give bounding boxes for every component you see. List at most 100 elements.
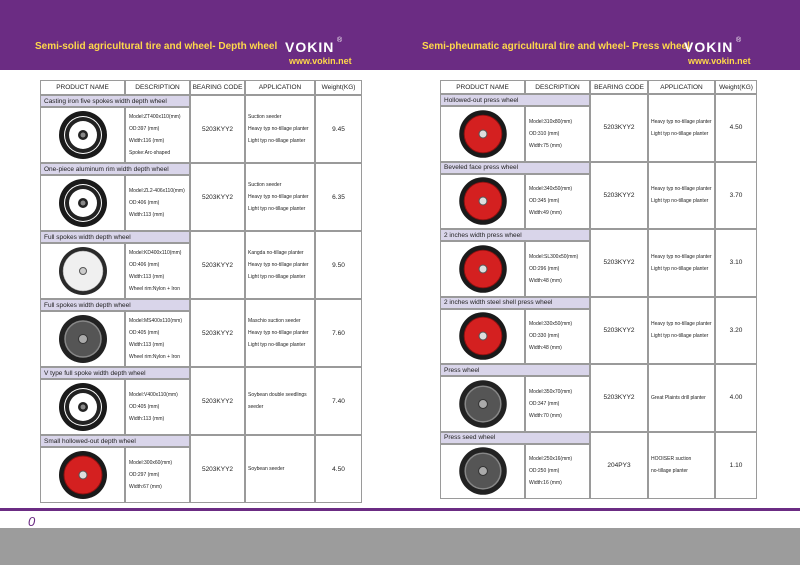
weight: 9.45: [315, 95, 362, 163]
description-line: Model:ZL2-406x110(mm): [129, 188, 185, 194]
image-cell: [440, 241, 525, 297]
section-title: 2 inches width steel shell press wheel: [440, 296, 590, 309]
wheel-image: [458, 379, 507, 428]
right-website: www.vokin.net: [688, 56, 751, 66]
application-line: Light typ no-tillage planter: [651, 198, 709, 205]
bearing-code: 5203KYY2: [590, 161, 648, 229]
application-line: Heavy typ no-tillage planter: [248, 126, 309, 132]
application-line: Light typ no-tillage planter: [248, 274, 306, 280]
description-cell: Model:V400x110(mm) OD:405 (mm) Width:113 (…: [125, 379, 190, 435]
image-cell: [440, 173, 525, 229]
image-cell: [40, 447, 125, 503]
page-shadow: [0, 528, 800, 565]
section-title: Beveled face press wheel: [440, 161, 590, 174]
application-cell: Soybean double seedlings seeder: [245, 367, 315, 435]
bearing-code: 204PY3: [590, 431, 648, 499]
image-cell: [440, 376, 525, 432]
description-line: Width:116 (mm): [129, 138, 165, 144]
column-header: DESCRIPTION: [125, 80, 190, 95]
application-line: Heavy typ no-tillage planter: [651, 321, 712, 328]
description-line: OD:405 (mm): [129, 330, 160, 336]
left-reg: ®: [337, 37, 343, 44]
image-cell: [40, 107, 125, 163]
image-cell: [40, 243, 125, 299]
weight: 6.35: [315, 163, 362, 231]
description-line: Spoke:Arc-shaped: [129, 150, 171, 156]
column-header: Weight(KG): [315, 80, 362, 95]
left-title: Semi-solid agricultural tire and wheel- …: [35, 41, 278, 52]
weight: 7.60: [315, 299, 362, 367]
description-cell: Model:ZT400x110(mm) OD:397 (mm) Width:116 …: [125, 107, 190, 163]
weight: 4.00: [715, 364, 757, 432]
description-line: Model:V400x110(mm): [129, 392, 178, 398]
description-line: Wheel rim:Nylon + Iron: [129, 354, 180, 360]
weight: 7.40: [315, 367, 362, 435]
image-cell: [440, 443, 525, 499]
right-reg: ®: [736, 37, 742, 44]
application-line: Heavy typ no-tillage planter: [248, 330, 309, 336]
description-line: OD:330 (mm): [529, 333, 560, 340]
description-cell: Model:MS400x110(mm) OD:405 (mm) Width:113 …: [125, 311, 190, 367]
column-header: PRODUCT NAME: [40, 80, 125, 95]
description-line: Model:250x16(mm): [529, 456, 573, 463]
image-cell: [440, 106, 525, 162]
description-cell: Model:340x50(mm) OD:345 (mm) Width:49 (mm): [525, 173, 590, 229]
left-website: www.vokin.net: [289, 56, 352, 66]
section-title: Press wheel: [440, 364, 590, 376]
description-line: Width:113 (mm): [129, 212, 165, 218]
description-line: Width:48 (mm): [529, 277, 562, 284]
application-line: Light typ no-tillage planter: [248, 138, 306, 144]
description-line: Model:340x50(mm): [529, 186, 573, 193]
bearing-code: 5203KYY2: [590, 94, 648, 162]
application-cell: Suction seeder Heavy typ no-tillage plant…: [245, 163, 315, 231]
column-header: PRODUCT NAME: [440, 80, 525, 94]
wheel-image: [58, 179, 107, 227]
application-cell: Heavy typ no-tillage planter Light typ no…: [648, 229, 715, 297]
description-cell: Model:250x16(mm) OD:250 (mm) Width:16 (mm): [525, 443, 590, 499]
weight: 1.10: [715, 431, 757, 499]
wheel-image: [58, 315, 107, 363]
description-cell: Model:350x70(mm) OD:347 (mm) Width:70 (mm): [525, 376, 590, 432]
header-band: [0, 0, 800, 70]
application-cell: Suction seeder Heavy typ no-tillage plant…: [245, 95, 315, 163]
application-line: Soybean seeder: [248, 466, 285, 472]
wheel-image: [58, 451, 107, 499]
footer-line: [0, 508, 800, 511]
right-title: Semi-pheumatic agricultural tire and whe…: [422, 41, 690, 52]
application-cell: Great Plaints drill planter: [648, 364, 715, 432]
description-cell: Model:ZL2-406x110(mm) OD:406 (mm) Width:11…: [125, 175, 190, 231]
description-line: OD:345 (mm): [529, 198, 560, 205]
application-line: Great Plaints drill planter: [651, 394, 706, 401]
weight: 4.50: [715, 94, 757, 162]
description-line: Width:113 (mm): [129, 342, 165, 348]
image-cell: [40, 311, 125, 367]
description-line: Model:SL300x50(mm): [529, 253, 579, 260]
image-cell: [440, 308, 525, 364]
description-line: Model:330x50(mm): [529, 321, 573, 328]
left-brand: VOKIN: [285, 39, 335, 55]
description-line: Width:16 (mm): [529, 480, 562, 487]
weight: 3.70: [715, 161, 757, 229]
application-line: Light typ no-tillage planter: [248, 206, 306, 212]
description-line: OD:406 (mm): [129, 200, 160, 206]
section-title: One-piece aluminum rim width depth wheel: [40, 163, 190, 175]
bearing-code: 5203KYY2: [190, 231, 245, 299]
description-line: Width:48 (mm): [529, 345, 562, 352]
description-cell: Model:SL300x50(mm) OD:296 (mm) Width:48 (m…: [525, 241, 590, 297]
column-header: DESCRIPTION: [525, 80, 590, 94]
application-line: Heavy typ no-tillage planter: [651, 118, 712, 125]
wheel-image: [458, 109, 507, 158]
application-cell: Heavy typ no-tillage planter Light typ no…: [648, 161, 715, 229]
bearing-code: 5203KYY2: [590, 364, 648, 432]
description-line: OD:347 (mm): [529, 400, 560, 407]
application-line: seeder: [248, 404, 264, 410]
bearing-code: 5203KYY2: [590, 296, 648, 364]
description-line: Width:113 (mm): [129, 274, 165, 280]
application-line: Kangda no-tillage planter: [248, 250, 304, 256]
wheel-image: [458, 447, 507, 496]
application-cell: Heavy typ no-tillage planter Light typ no…: [648, 296, 715, 364]
description-line: Model:KD400x110(mm): [129, 250, 182, 256]
weight: 3.20: [715, 296, 757, 364]
bearing-code: 5203KYY2: [190, 95, 245, 163]
